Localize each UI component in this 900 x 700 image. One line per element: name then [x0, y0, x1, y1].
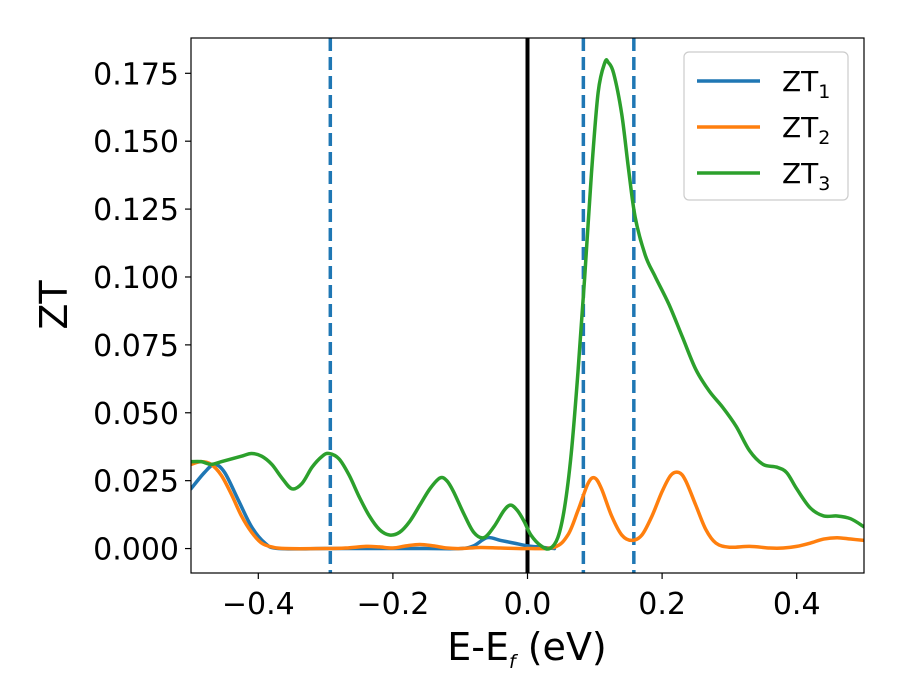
- x-axis-ticks: −0.4 −0.2 0.0 0.2 0.4: [222, 573, 821, 622]
- x-axis-label-unit: (eV): [516, 625, 607, 669]
- legend-label-zt1: ZT1: [782, 65, 830, 103]
- reference-lines: [328, 38, 636, 573]
- legend-label-zt2: ZT2: [782, 111, 830, 149]
- x-tick-label: 0.0: [504, 587, 552, 622]
- y-tick-label: 0.100: [93, 261, 179, 296]
- series-line-zt2: [191, 459, 864, 551]
- y-tick-label: 0.125: [93, 193, 179, 228]
- y-axis-label: ZT: [32, 280, 76, 330]
- series-line-zt1: [191, 462, 557, 551]
- x-axis-label-main: E-E: [447, 625, 509, 669]
- legend-label-zt3: ZT3: [782, 157, 830, 195]
- y-tick-label: 0.175: [93, 57, 179, 92]
- x-tick-label: 0.4: [773, 587, 821, 622]
- series-lines: [191, 58, 864, 551]
- series-line-zt3: [191, 58, 864, 551]
- y-axis-ticks: 0.000 0.025 0.050 0.075 0.100 0.125 0.150 0.175: [93, 57, 191, 568]
- y-tick-label: 0.000: [93, 533, 179, 568]
- x-axis-label: E-Ef (eV): [447, 625, 607, 673]
- x-axis-label-subscript: f: [509, 651, 519, 673]
- y-tick-label: 0.025: [93, 465, 179, 500]
- y-tick-label: 0.150: [93, 125, 179, 160]
- x-tick-label: 0.2: [638, 587, 686, 622]
- y-tick-label: 0.075: [93, 329, 179, 364]
- legend: ZT1 ZT2 ZT3: [683, 51, 849, 201]
- legend-box: [683, 51, 849, 201]
- y-tick-label: 0.050: [93, 397, 179, 432]
- x-tick-label: −0.4: [222, 587, 295, 622]
- x-tick-label: −0.2: [356, 587, 429, 622]
